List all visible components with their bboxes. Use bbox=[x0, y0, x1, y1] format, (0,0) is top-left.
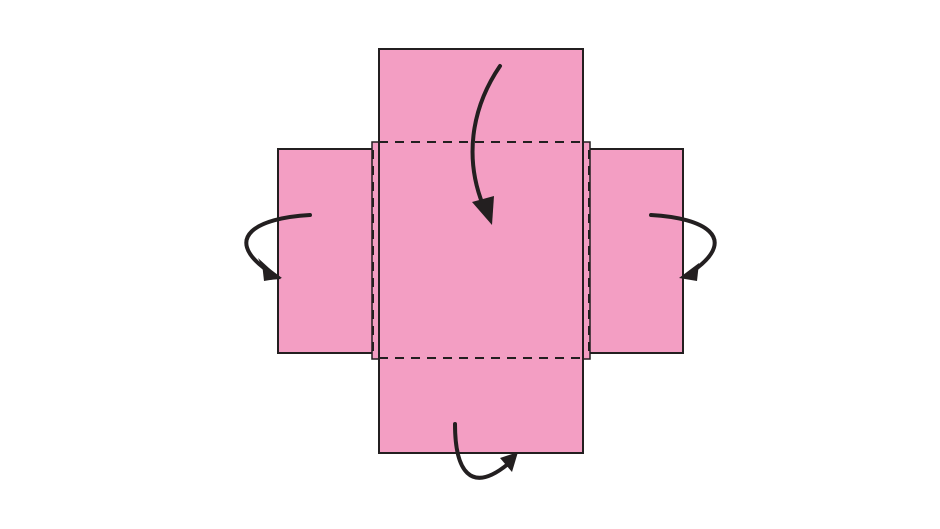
left-fold-arrowhead-tip bbox=[262, 263, 282, 281]
top-fold-arrowhead bbox=[472, 196, 494, 225]
right-fold-arrow bbox=[649, 213, 717, 270]
bottom-fold-arrow bbox=[453, 422, 510, 480]
left-fold-arrow bbox=[244, 213, 312, 270]
right-flap bbox=[581, 148, 684, 354]
center-strip bbox=[378, 48, 584, 454]
top-fold-arrow bbox=[470, 64, 502, 207]
right-fold-arrowhead bbox=[679, 263, 699, 281]
left-flap bbox=[277, 148, 381, 354]
bottom-fold-arrowhead bbox=[500, 452, 518, 472]
